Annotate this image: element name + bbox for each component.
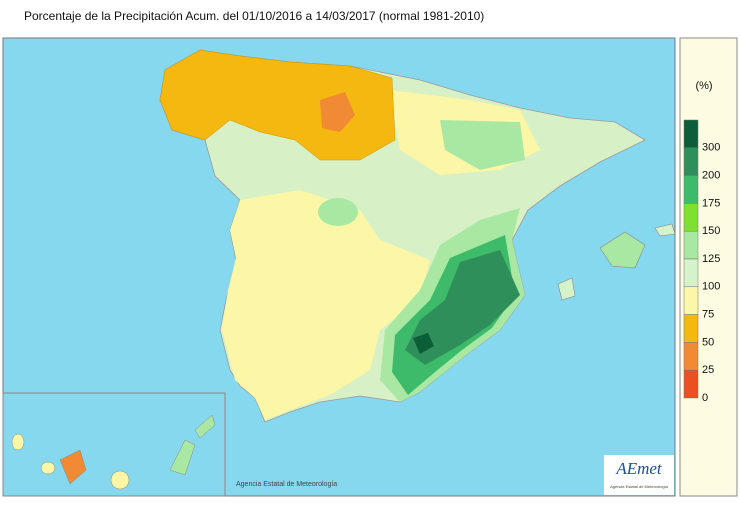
region-125-150-ne: [440, 120, 525, 170]
legend-swatch: [683, 147, 699, 176]
logo-box: [604, 455, 674, 495]
legend-swatch: [683, 314, 699, 343]
credit: Agencia Estatal de Meteorología: [236, 481, 337, 488]
legend-label: 300: [702, 142, 720, 154]
legend-label: 100: [702, 281, 720, 293]
legend-label: 0: [702, 392, 708, 404]
legend-label: 75: [702, 309, 714, 321]
legend-swatch: [683, 203, 699, 232]
island: [194, 414, 216, 439]
legend-label: 150: [702, 225, 720, 237]
region-75-100: [222, 190, 430, 420]
island: [110, 470, 130, 490]
legend-swatch: [683, 258, 699, 288]
region-50-75: [159, 49, 396, 161]
legend: 300 200 175 150 125 100 75 50 25 0: [683, 119, 720, 404]
title: Porcentaje de la Precipitación Acum. del…: [24, 9, 484, 23]
legend-swatch: [683, 342, 699, 371]
menorca: [654, 223, 676, 237]
region-200-300: [405, 250, 520, 365]
legend-swatch: [683, 119, 699, 149]
legend-swatch: [683, 230, 699, 260]
legend-swatch: [683, 175, 699, 204]
legend-label: 200: [702, 170, 720, 182]
legend-label: 125: [702, 253, 720, 265]
island: [169, 439, 196, 476]
logo: AEmet: [615, 459, 663, 478]
mallorca: [599, 231, 646, 269]
legend-label: 50: [702, 336, 714, 348]
region-25-50: [320, 92, 355, 132]
legend-label: 175: [702, 197, 720, 209]
region-300: [413, 333, 434, 354]
legend-unit: (%): [695, 80, 712, 92]
island: [40, 461, 56, 475]
legend-swatch: [683, 369, 699, 399]
island: [59, 449, 87, 485]
logo-caption: Agencia Estatal de Meteorología: [610, 484, 669, 489]
ibiza: [557, 277, 576, 301]
island: [11, 433, 25, 451]
region-125-150-centre: [318, 198, 358, 226]
legend-swatch: [683, 286, 699, 315]
legend-label: 25: [702, 364, 714, 376]
